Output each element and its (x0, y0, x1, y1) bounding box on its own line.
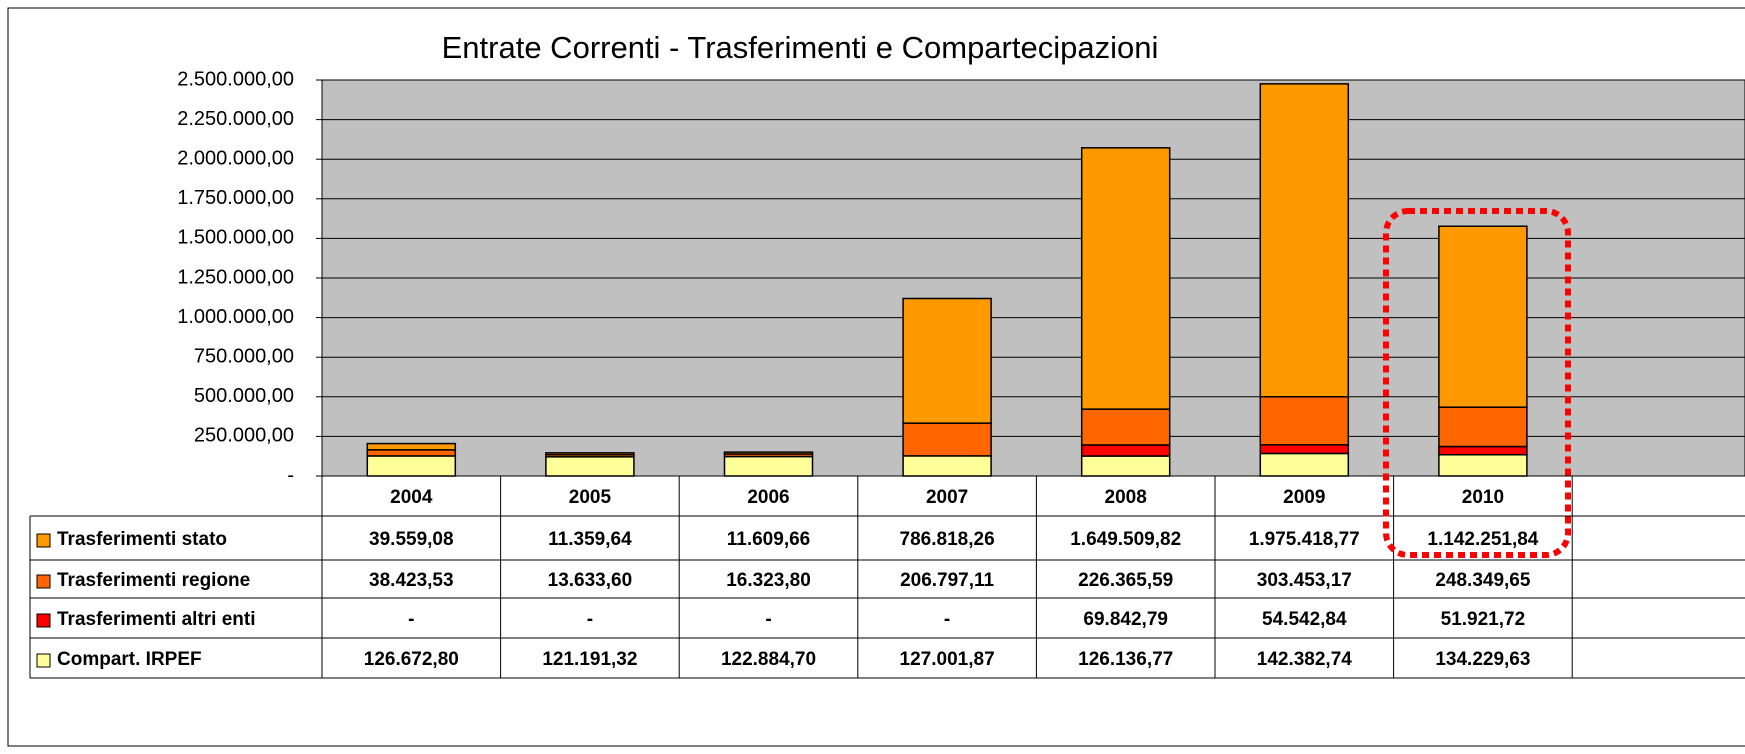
legend-label: Trasferimenti altri enti (57, 609, 256, 630)
table-value: 303.453,17 (1257, 570, 1352, 591)
table-value: - (587, 609, 593, 630)
table-value: 206.797,11 (900, 570, 994, 591)
bar-segment (1259, 83, 1350, 398)
table-value: 226.365,59 (1078, 570, 1173, 591)
table-value: 126.136,77 (1078, 649, 1173, 670)
table-value: 786.818,26 (900, 529, 995, 550)
table-value: 122.884,70 (721, 649, 816, 670)
table-value: 11.609,66 (727, 529, 810, 550)
bar-segment (366, 449, 457, 457)
bar-segment (902, 297, 992, 424)
x-tick-label: 2007 (926, 487, 968, 508)
bar-segment (1438, 445, 1528, 456)
highlight-box (1383, 208, 1571, 558)
bar-segment (545, 456, 635, 477)
table-value: 1.142.251,84 (1427, 529, 1538, 550)
chart-title: Entrate Correnti - Trasferimenti e Compa… (442, 30, 1159, 65)
table-value: 11.359,64 (548, 529, 632, 550)
y-tick-label: 1.000.000,00 (177, 306, 294, 328)
bar-segment (723, 455, 814, 477)
x-tick-label: 2010 (1462, 487, 1504, 508)
y-tick-label: - (287, 464, 294, 486)
bar-segment (723, 451, 814, 455)
x-tick-label: 2006 (747, 487, 789, 508)
table-value: - (765, 609, 771, 630)
bar-segment (1438, 406, 1528, 448)
legend-swatch (36, 574, 51, 589)
table-value: 121.191,32 (542, 649, 637, 670)
table-value: - (944, 609, 950, 630)
y-tick-label: 2.500.000,00 (177, 68, 294, 90)
legend-swatch (36, 613, 51, 628)
bar-segment (1259, 452, 1350, 477)
x-tick-label: 2008 (1105, 487, 1147, 508)
legend-label: Trasferimenti regione (57, 570, 250, 591)
y-tick-label: 2.000.000,00 (177, 147, 294, 169)
table-value: 69.842,79 (1083, 609, 1168, 630)
table-value: - (408, 609, 414, 630)
bar-segment (366, 455, 457, 477)
bar-segment (1080, 444, 1171, 457)
table-value: 54.542,84 (1262, 609, 1347, 630)
x-tick-label: 2009 (1283, 487, 1325, 508)
table-value: 126.672,80 (364, 649, 459, 670)
table-value: 134.229,63 (1435, 649, 1530, 670)
y-tick-label: 1.750.000,00 (177, 187, 294, 209)
y-tick-label: 500.000,00 (194, 385, 294, 407)
bar-segment (1080, 455, 1171, 477)
table-value: 51.921,72 (1441, 609, 1526, 630)
bar-segment (1080, 147, 1171, 410)
bar-segment (1080, 408, 1171, 446)
legend-swatch (36, 533, 51, 548)
table-value: 13.633,60 (548, 570, 633, 591)
y-tick-label: 1.250.000,00 (177, 266, 294, 288)
table-value: 16.323,80 (726, 570, 811, 591)
bar-segment (1438, 225, 1528, 408)
y-tick-label: 750.000,00 (194, 345, 294, 367)
bar-segment (366, 442, 457, 451)
y-tick-label: 250.000,00 (194, 425, 294, 447)
table-value: 1.649.509,82 (1070, 529, 1181, 550)
bar-segment (902, 422, 992, 457)
bar-segment (902, 455, 992, 477)
bar-segment (1259, 444, 1350, 455)
bar-segment (1438, 453, 1528, 477)
legend-swatch (36, 653, 51, 668)
bar-segment (1259, 395, 1350, 446)
table-value: 142.382,74 (1257, 649, 1353, 670)
data-table: 2004 2005 2006 2007 2008 2009 2010 Trasferiment… (29, 475, 1745, 679)
x-tick-label: 2005 (569, 487, 612, 508)
table-value: 248.349,65 (1435, 570, 1531, 591)
bar-segment (545, 452, 635, 456)
y-tick-label: 1.500.000,00 (177, 227, 294, 249)
x-tick-label: 2004 (390, 487, 433, 508)
table-value: 127.001,87 (900, 649, 995, 670)
legend-label: Compart. IRPEF (57, 649, 202, 670)
table-value: 38.423,53 (369, 570, 454, 591)
table-value: 39.559,08 (369, 529, 454, 550)
table-value: 1.975.418,77 (1249, 529, 1360, 550)
y-tick-label: 2.250.000,00 (177, 108, 294, 130)
legend-label: Trasferimenti stato (57, 529, 227, 550)
